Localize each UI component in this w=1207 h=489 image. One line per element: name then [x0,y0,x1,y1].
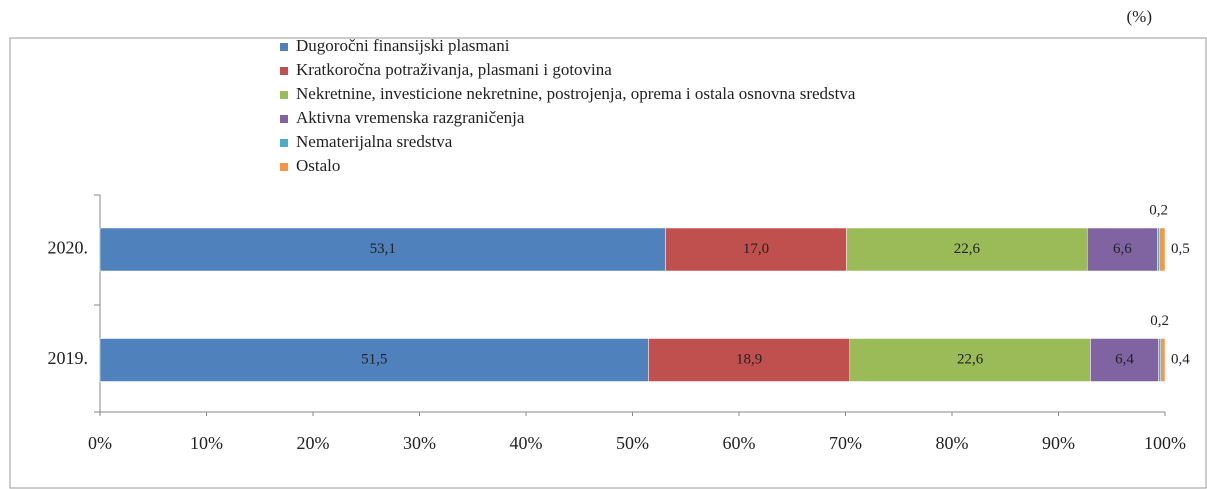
x-tick-label: 40% [510,433,543,453]
bar-segment [1160,338,1166,382]
legend-swatch [280,43,288,51]
legend-label: Nekretnine, investicione nekretnine, pos… [296,84,856,103]
x-tick-label: 100% [1144,433,1186,453]
unit-label: (%) [1127,7,1152,26]
x-tick-label: 60% [723,433,756,453]
x-tick-label: 50% [616,433,649,453]
bar-segment [99,227,666,272]
bar-segment [648,338,851,382]
value-label: 6,4 [1115,351,1134,367]
x-tick-label: 20% [297,433,330,453]
bar-segment [1090,338,1159,382]
value-label: 22,6 [957,351,984,367]
bar-segment [1157,227,1160,272]
y-tick-label: 2020. [48,238,89,258]
value-label: 6,6 [1113,241,1132,257]
bar-segment [1087,227,1158,272]
x-tick-label: 10% [190,433,223,453]
legend-label: Dugoročni finansijski plasmani [296,36,510,55]
value-label: 0,2 [1150,313,1169,329]
legend-label: Kratkoročna potraživanja, plasmani i got… [296,60,612,79]
x-tick-label: 70% [829,433,862,453]
legend-swatch [280,139,288,147]
y-tick-label: 2019. [48,348,89,368]
legend-swatch [280,91,288,99]
legend-swatch [280,115,288,123]
value-label: 0,4 [1171,351,1190,367]
value-label: 17,0 [743,241,769,257]
bar-segment [665,227,847,272]
x-tick-label: 80% [936,433,969,453]
legend-label: Nematerijalna sredstva [296,132,453,151]
value-label: 0,2 [1149,202,1168,218]
bar-segment [99,338,649,382]
legend-swatch [280,163,288,171]
x-tick-label: 90% [1042,433,1075,453]
x-tick-label: 30% [403,433,436,453]
value-label: 53,1 [370,241,396,257]
legend-label: Aktivna vremenska razgraničenja [296,108,525,127]
value-label: 0,5 [1171,241,1190,257]
x-tick-label: 0% [88,433,112,453]
legend-label: Ostalo [296,156,340,175]
value-label: 18,9 [736,351,762,367]
bar-segment [1158,338,1161,382]
bar-segment [846,227,1088,272]
bar-segment [1159,227,1166,272]
legend-swatch [280,67,288,75]
value-label: 51,5 [361,351,387,367]
chart-frame [9,37,1207,489]
value-label: 22,6 [954,241,981,257]
